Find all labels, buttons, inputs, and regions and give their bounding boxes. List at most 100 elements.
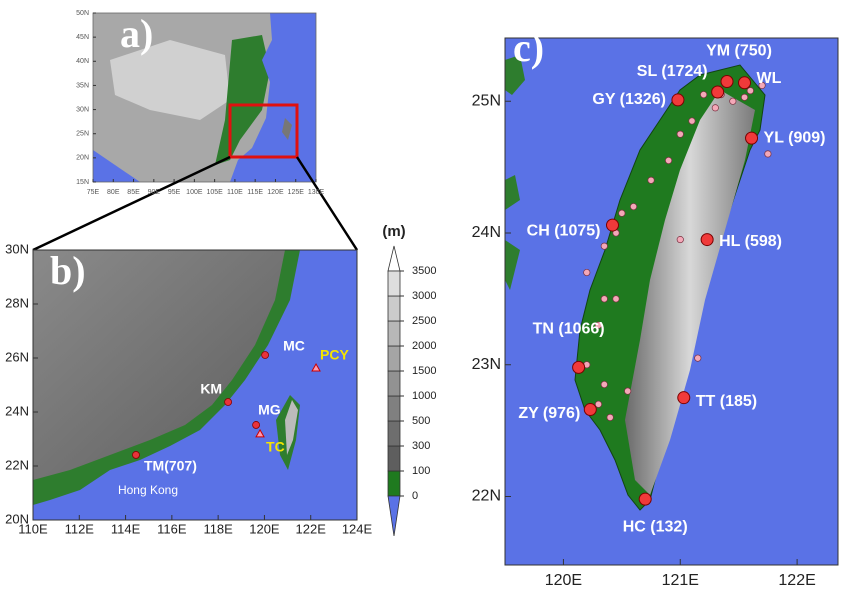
y-tick-label: 22N	[472, 488, 501, 505]
x-tick-label: 115E	[247, 189, 263, 196]
station-label: TM(707)	[144, 458, 197, 474]
site-marker	[688, 117, 696, 125]
site-marker	[594, 321, 603, 329]
colorbar-label: 1500	[412, 365, 436, 377]
station-label: TC	[266, 439, 285, 455]
x-tick-label: 121E	[662, 572, 699, 589]
site-marker	[624, 387, 632, 395]
place-label: Hong Kong	[118, 483, 178, 497]
panel-label: b)	[50, 248, 86, 293]
station-marker	[671, 93, 685, 107]
colorbar-label: 300	[412, 440, 430, 452]
colorbar-segment	[387, 445, 401, 472]
x-tick-label: 124E	[342, 521, 373, 536]
zoom-line	[295, 156, 359, 251]
station-marker	[572, 360, 586, 374]
colorbar-label: 500	[412, 415, 430, 427]
station-label: TT (185)	[696, 393, 757, 410]
x-tick-label: 125E	[288, 189, 305, 196]
colorbar-label: 100	[412, 465, 430, 477]
y-tick-label: 50N	[76, 10, 89, 17]
station-label: YM (750)	[706, 43, 772, 60]
site-marker	[700, 91, 708, 99]
colorbar-segment	[387, 470, 401, 497]
y-tick-label: 35N	[76, 82, 89, 89]
colorbar-label: 2500	[412, 315, 436, 327]
x-tick-label: 110E	[18, 521, 48, 536]
site-marker	[618, 209, 626, 217]
colorbar-segment	[387, 245, 401, 272]
y-tick-label: 25N	[472, 92, 501, 109]
x-tick-label: 110E	[227, 189, 243, 196]
y-tick-label: 15N	[76, 179, 89, 186]
colorbar-label: 3000	[412, 290, 436, 302]
site-marker	[694, 354, 702, 362]
panel-label: c)	[513, 25, 544, 70]
x-tick-label: 120E	[267, 189, 284, 196]
y-tick-label: 30N	[5, 241, 29, 256]
site-marker	[583, 268, 591, 277]
x-tick-label: 122E	[296, 521, 327, 536]
y-tick-label: 22N	[5, 457, 29, 472]
station-label: GY (1326)	[592, 91, 666, 108]
x-tick-label: 85E	[127, 189, 140, 196]
y-tick-label: 40N	[76, 58, 89, 65]
site-marker	[606, 413, 614, 421]
station-marker	[638, 492, 652, 506]
site-marker	[758, 81, 766, 89]
site-marker	[647, 176, 655, 184]
x-tick-label: 95E	[168, 189, 181, 196]
station-marker	[720, 74, 734, 88]
station-marker	[224, 398, 232, 406]
station-label: TN (1066)	[533, 321, 605, 338]
colorbar-label: 2000	[412, 340, 436, 352]
colorbar-segment	[387, 395, 401, 422]
station-marker	[261, 351, 270, 359]
x-tick-label: 80E	[107, 189, 120, 196]
x-tick-label: 100E	[186, 189, 203, 196]
colorbar-segment	[387, 320, 401, 347]
x-tick-label: 120E	[249, 521, 280, 536]
site-marker	[594, 400, 603, 408]
station-label: SL (1724)	[637, 63, 708, 80]
colorbar-segment	[387, 295, 401, 322]
colorbar-segment	[387, 270, 401, 297]
x-tick-label: 105E	[206, 189, 223, 196]
site-marker	[746, 87, 754, 95]
site-marker	[600, 295, 608, 303]
overlay: a) 75E 80E 85E 90E 95E 100E 105E 110E 115E 120E 125…	[5, 10, 825, 589]
station-marker	[605, 218, 619, 232]
x-tick-label: 75E	[87, 189, 100, 196]
panel-label: a)	[120, 11, 153, 56]
site-marker	[665, 156, 673, 165]
zoom-line	[32, 155, 231, 252]
site-marker	[711, 104, 719, 112]
station-label: KM	[200, 381, 222, 397]
station-marker	[583, 403, 597, 417]
map-b	[33, 250, 357, 520]
colorbar-segment	[387, 495, 401, 537]
colorbar-segment	[387, 345, 401, 372]
station-marker	[700, 233, 714, 247]
site-marker	[740, 93, 749, 101]
station-label: ZY (976)	[518, 405, 580, 422]
colorbar-label: 3500	[412, 265, 436, 277]
colorbar-segment	[387, 420, 401, 447]
y-tick-label: 20N	[5, 511, 29, 526]
station-label: HC (132)	[623, 518, 688, 535]
station-label: MG	[258, 402, 281, 418]
y-tick-label: 24N	[5, 403, 29, 418]
x-tick-label: 114E	[111, 521, 141, 536]
y-tick-label: 24N	[472, 224, 501, 241]
y-tick-label: 25N	[76, 131, 89, 138]
station-marker	[255, 428, 265, 438]
colorbar-label: 0	[412, 490, 418, 502]
frame-c	[504, 37, 839, 566]
frame-b	[32, 249, 358, 521]
x-tick-label: 90E	[148, 189, 161, 196]
station-marker	[677, 391, 691, 405]
station-marker	[738, 76, 752, 90]
y-tick-label: 28N	[5, 295, 29, 310]
site-marker	[676, 236, 684, 244]
